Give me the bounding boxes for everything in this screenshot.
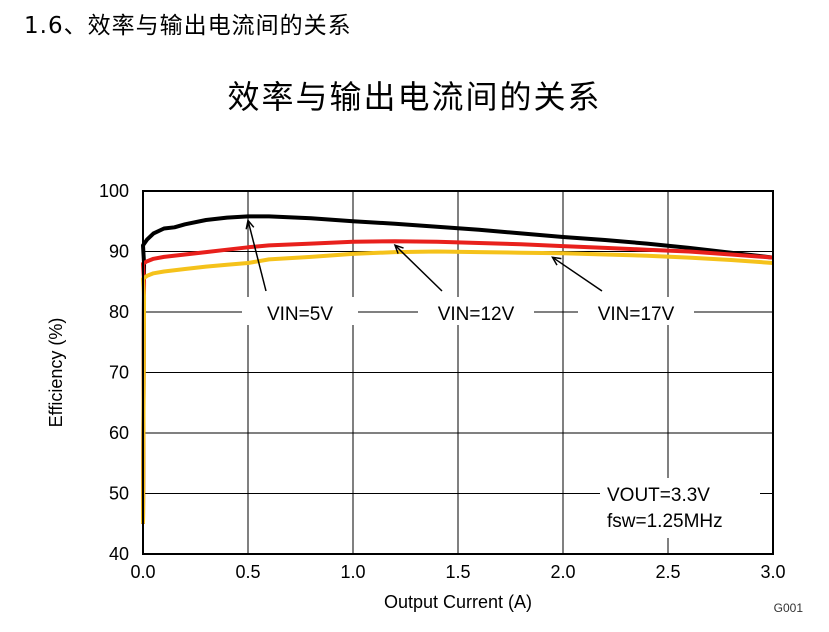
y-axis-label: Efficiency (%) xyxy=(46,318,66,428)
x-tick-label: 2.0 xyxy=(550,562,575,582)
condition-vout: VOUT=3.3V xyxy=(607,485,710,506)
x-tick-label: 3.0 xyxy=(760,562,785,582)
x-tick-label: 0.0 xyxy=(130,562,155,582)
y-tick-label: 60 xyxy=(109,423,129,443)
annotation-label: VIN=12V xyxy=(438,304,515,325)
x-tick-label: 0.5 xyxy=(235,562,260,582)
y-tick-label: 100 xyxy=(99,181,129,201)
condition-fsw: fsw=1.25MHz xyxy=(607,511,723,532)
annotation-label: VIN=5V xyxy=(267,304,333,325)
chart-title: 效率与输出电流间的关系 xyxy=(227,78,602,116)
annotation-arrow xyxy=(394,244,443,292)
figure-code: G001 xyxy=(774,601,804,615)
annotation-arrow xyxy=(247,220,267,292)
annotations: VIN=5V VIN=12V VIN=17V xyxy=(245,218,675,325)
y-tick-label: 50 xyxy=(109,484,129,504)
arrow-head xyxy=(393,244,404,254)
plot-frame xyxy=(142,190,774,555)
x-tick-label: 1.0 xyxy=(340,562,365,582)
y-tick-label: 80 xyxy=(109,302,129,322)
annotation-label: VIN=17V xyxy=(598,304,675,325)
series-lines xyxy=(141,214,774,524)
series-line-1 xyxy=(141,214,774,524)
series-line-2 xyxy=(141,239,774,524)
x-axis-label: Output Current (A) xyxy=(384,592,532,612)
series-line-3 xyxy=(141,249,774,524)
x-tick-label: 1.5 xyxy=(445,562,470,582)
annotation-arrow xyxy=(552,256,603,292)
arrow-head xyxy=(551,256,562,266)
y-tick-label: 40 xyxy=(109,544,129,564)
arrow-head xyxy=(245,218,255,230)
section-heading: 1.6、效率与输出电流间的关系 xyxy=(24,13,352,39)
tick-labels: 0.0 0.5 1.0 1.5 2.0 2.5 3.0 40 50 60 70 80 90 100 xyxy=(99,181,786,582)
y-tick-label: 70 xyxy=(109,363,129,383)
x-tick-label: 2.5 xyxy=(655,562,680,582)
y-tick-label: 90 xyxy=(109,242,129,262)
